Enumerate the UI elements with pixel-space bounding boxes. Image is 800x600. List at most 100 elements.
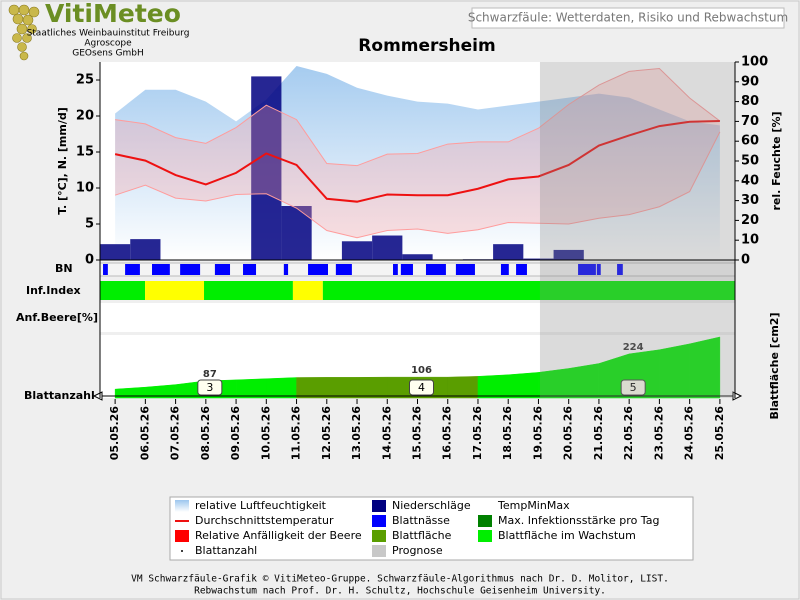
infection-segment: [204, 281, 293, 300]
forecast-overlay: [539, 62, 735, 398]
leaf-area: [689, 336, 721, 399]
leaf-wetness: [335, 264, 352, 275]
bar: [493, 244, 524, 260]
y2-axis-label: rel. Feuchte [%]: [770, 112, 783, 211]
y-axis-label: T. [°C], N. [mm/d]: [56, 107, 69, 215]
leaf-wetness: [578, 264, 596, 275]
y2-tick-label: 80: [741, 94, 759, 109]
bar: [523, 258, 554, 260]
legend-label: TempMinMax: [497, 499, 570, 512]
x-tick-label: 11.05.26: [290, 406, 303, 461]
leaf-wetness: [152, 264, 170, 275]
leaf-area: [235, 378, 267, 399]
x-tick-label: 25.05.26: [713, 406, 726, 461]
footer-line: Rebwachstum nach Prof. Dr. H. Schultz, H…: [194, 586, 606, 597]
temp-mean-line: [114, 120, 720, 203]
leaf-count-box: [409, 379, 434, 396]
logo-line: Staatliches Weinbauinstitut Freiburg: [27, 29, 190, 39]
temp-range-band: [115, 68, 720, 238]
leaf-wetness: [180, 264, 201, 275]
temp-max-line: [115, 67, 721, 167]
bar: [341, 241, 373, 260]
y-tick-label: 15: [76, 145, 94, 160]
legend-label: relative Luftfeuchtigkeit: [195, 499, 327, 512]
leaf-wetness: [103, 264, 108, 275]
leaf-wetness: [516, 264, 527, 275]
bar: [251, 76, 282, 261]
leaf-count-box: [197, 379, 223, 396]
bar: [100, 244, 131, 260]
leaf-area: [447, 376, 479, 399]
leaf-wetness: [125, 264, 140, 275]
x-tick-label: 17.05.26: [471, 406, 484, 461]
y2-tick-label: 50: [741, 154, 759, 169]
leaf-area-label: 87: [203, 369, 217, 380]
x-tick-label: 13.05.26: [350, 406, 363, 461]
bar: [130, 239, 161, 260]
x-tick-label: 14.05.26: [380, 406, 393, 461]
bar: [553, 249, 584, 260]
leaf-wetness: [455, 264, 475, 275]
infection-segment: [100, 281, 146, 300]
temp-min-line: [114, 131, 721, 239]
y-tick-label: 25: [76, 73, 94, 88]
logo-name: VitiMeteo: [45, 0, 181, 28]
leaf-wetness: [617, 264, 623, 275]
leaf-wetness: [400, 264, 413, 275]
x-tick-label: 21.05.26: [592, 406, 605, 461]
x-tick-label: 05.05.26: [108, 406, 121, 461]
x-tick-label: 22.05.26: [622, 406, 635, 461]
legend-label: Blattanzahl: [195, 544, 257, 557]
y2-tick-label: 30: [741, 193, 759, 208]
berry-strip: [100, 303, 735, 332]
leaf-wetness: [393, 264, 398, 275]
y2-tick-label: 0: [741, 253, 750, 268]
x-tick-label: 15.05.26: [411, 406, 424, 461]
x-tick-label: 09.05.26: [229, 406, 242, 461]
legend-swatch: [372, 515, 386, 527]
logo-line: GEOsens GmbH: [72, 49, 143, 59]
leaf-area: [296, 377, 328, 399]
x-tick-label: 24.05.26: [683, 406, 696, 461]
leaf-wetness: [500, 264, 509, 275]
leaf-area-axis-label: Blattfläche [cm2]: [768, 312, 781, 419]
logo-grapes: [8, 4, 40, 61]
leaf-area: [266, 377, 297, 399]
row-label: Blattanzahl: [24, 389, 95, 402]
row-label: Anf.Beere[%]: [16, 311, 98, 324]
leaf-area: [356, 376, 388, 399]
row-label: Inf.Index: [26, 284, 81, 297]
y2-tick-label: 10: [741, 233, 759, 248]
leaf-wetness: [214, 264, 231, 275]
y2-tick-label: 60: [741, 134, 759, 149]
legend-label: Blattnässe: [392, 514, 450, 527]
y-tick-label: 0: [85, 253, 94, 268]
legend-swatch: [372, 530, 386, 542]
x-tick-label: 07.05.26: [169, 406, 182, 461]
x-tick-label: 19.05.26: [531, 406, 544, 461]
y2-tick-label: 70: [741, 114, 759, 129]
header-box: [471, 7, 785, 29]
legend-label: Niederschläge: [392, 499, 471, 512]
bar: [372, 235, 403, 260]
leaf-count-box: [620, 379, 646, 396]
legend-swatch: [175, 500, 189, 512]
leaf-wetness: [308, 264, 328, 275]
legend-label: Blattfläche im Wachstum: [498, 529, 636, 542]
row-label: BN: [55, 262, 73, 275]
leaf-wetness: [596, 264, 601, 275]
y-tick-label: 20: [76, 109, 94, 124]
leaf-wetness: [283, 264, 289, 275]
y-tick-label: 5: [85, 217, 94, 232]
leaf-count-label: 5: [630, 381, 637, 394]
footer-line: VM Schwarzfäule-Grafik © VitiMeteo-Grupp…: [131, 574, 669, 585]
y-tick-label: 10: [76, 181, 94, 196]
legend-label: Prognose: [392, 544, 443, 557]
legend-label: Max. Infektionsstärke pro Tag: [498, 514, 659, 527]
legend-swatch: [175, 530, 189, 542]
infection-segment: [292, 281, 323, 300]
x-tick-label: 06.05.26: [138, 406, 151, 461]
x-tick-label: 12.05.26: [320, 406, 333, 461]
x-tick-label: 08.05.26: [199, 406, 212, 461]
